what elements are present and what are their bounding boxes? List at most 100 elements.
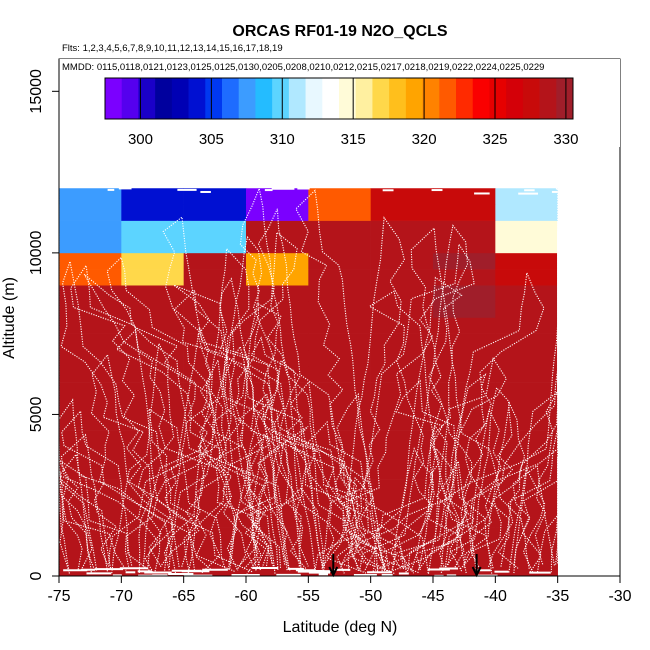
heatmap-cell: [308, 220, 371, 238]
heatmap-cell: [246, 479, 309, 496]
colorbar-segment: [105, 78, 123, 119]
flight-track: [444, 408, 502, 570]
colorbar-segment: [355, 78, 373, 119]
flight-track: [370, 357, 507, 573]
heatmap-cell: [495, 204, 558, 221]
heatmap-cell: [121, 398, 184, 415]
heatmap-cell: [433, 462, 496, 480]
heatmap-cell: [433, 430, 496, 448]
flight-track: [391, 276, 463, 570]
heatmap-cell: [495, 446, 558, 464]
heatmap-cell: [433, 333, 496, 351]
heatmap-cell: [370, 462, 434, 480]
flight-track: [259, 441, 302, 572]
flight-track: [512, 464, 555, 566]
flight-track: [373, 447, 434, 570]
heatmap-cell: [183, 462, 247, 480]
heatmap-cell: [121, 317, 184, 334]
arrow-markers: [328, 554, 482, 578]
flight-track: [323, 216, 405, 566]
colorbar-segment: [339, 78, 357, 119]
x-tick-label: -50: [359, 588, 382, 605]
colorbar-segment: [138, 78, 156, 119]
flight-track: [60, 433, 108, 572]
heatmap-cell: [308, 301, 371, 318]
heatmap-cell: [433, 301, 496, 318]
heatmap-cell: [308, 382, 371, 399]
heatmap-cell: [59, 285, 122, 302]
heatmap-cell: [495, 495, 558, 512]
heatmap-cell: [495, 543, 558, 561]
heatmap-cell: [59, 317, 122, 334]
flight-track: [410, 226, 530, 570]
heatmap-cell: [308, 333, 371, 351]
heatmap-cell: [183, 495, 247, 512]
flight-track: [229, 425, 309, 569]
heatmap-cell: [59, 220, 122, 238]
heatmap-cell: [308, 430, 371, 448]
heatmap-cell: [370, 301, 434, 318]
heatmap-cell: [59, 479, 122, 496]
colorbar-segment: [389, 78, 407, 119]
heatmap-cell: [121, 220, 184, 238]
heatmap-cell: [121, 269, 184, 286]
arrow-marker-head: [328, 566, 339, 578]
y-axis-label: Altitude (m): [1, 277, 18, 359]
colorbar-segment: [506, 78, 524, 119]
heatmap-cell: [246, 188, 309, 205]
heatmap-cell: [308, 349, 371, 367]
heatmap-cell: [121, 204, 184, 221]
flight-track: [61, 409, 133, 566]
heatmap-cell: [308, 462, 371, 480]
heatmap-cell: [246, 269, 309, 286]
colorbar-segment: [372, 78, 390, 119]
heatmap-cell: [370, 220, 434, 238]
colorbar-tick-label: 320: [412, 131, 437, 148]
heatmap-cell: [370, 365, 434, 383]
flight-track: [427, 221, 559, 575]
heatmap-cell: [308, 479, 371, 496]
colorbar: 300 305 310 315 320 325 330: [104, 77, 578, 148]
heatmap-cell: [246, 333, 309, 351]
heatmap-cell: [495, 285, 558, 302]
heatmap-cell: [183, 365, 247, 383]
heatmap-cell: [433, 414, 496, 431]
heatmap-cell: [183, 285, 247, 302]
heatmap-cell: [433, 285, 496, 302]
flight-track: [287, 380, 407, 573]
x-axis: -75 -70 -65 -60 -55 -50 -45 -40 -35 -30: [47, 575, 632, 605]
heatmap-cell: [183, 446, 247, 464]
heatmap-cell: [183, 269, 247, 286]
heatmap-cell: [183, 349, 247, 367]
colorbar-segment: [205, 78, 223, 119]
flight-track: [201, 358, 290, 569]
flight-track: [295, 189, 419, 574]
heatmap-cell: [59, 495, 122, 512]
flight-track: [173, 289, 324, 568]
chart-title: ORCAS RF01-19 N2O_QCLS: [232, 23, 447, 40]
heatmap-cell: [246, 285, 309, 302]
heatmap-cell: [370, 446, 434, 464]
heatmap-cell: [183, 236, 247, 254]
flight-track: [418, 447, 455, 569]
flights-label: Flts: 1,2,3,4,5,6,7,8,9,10,11,12,13,14,1…: [62, 43, 283, 54]
flight-track: [278, 486, 316, 570]
heatmap-cell: [246, 462, 309, 480]
heatmap-cell: [183, 527, 247, 544]
heatmap-cell: [433, 527, 496, 544]
heatmap-cell: [495, 398, 558, 415]
flight-track: [342, 463, 386, 572]
heatmap-cell: [121, 543, 184, 561]
heatmap-cell: [59, 204, 122, 221]
flight-track: [257, 208, 405, 570]
colorbar-segment: [522, 78, 540, 119]
colorbar-segment: [456, 78, 474, 119]
heatmap-cell: [495, 527, 558, 544]
heatmap-cell: [433, 382, 496, 399]
heatmap-cell: [495, 382, 558, 399]
x-tick-label: -65: [172, 588, 195, 605]
flight-track: [142, 247, 250, 572]
heatmap-cell: [246, 252, 309, 270]
flight-track: [147, 235, 263, 567]
heatmap-cell: [183, 188, 247, 205]
